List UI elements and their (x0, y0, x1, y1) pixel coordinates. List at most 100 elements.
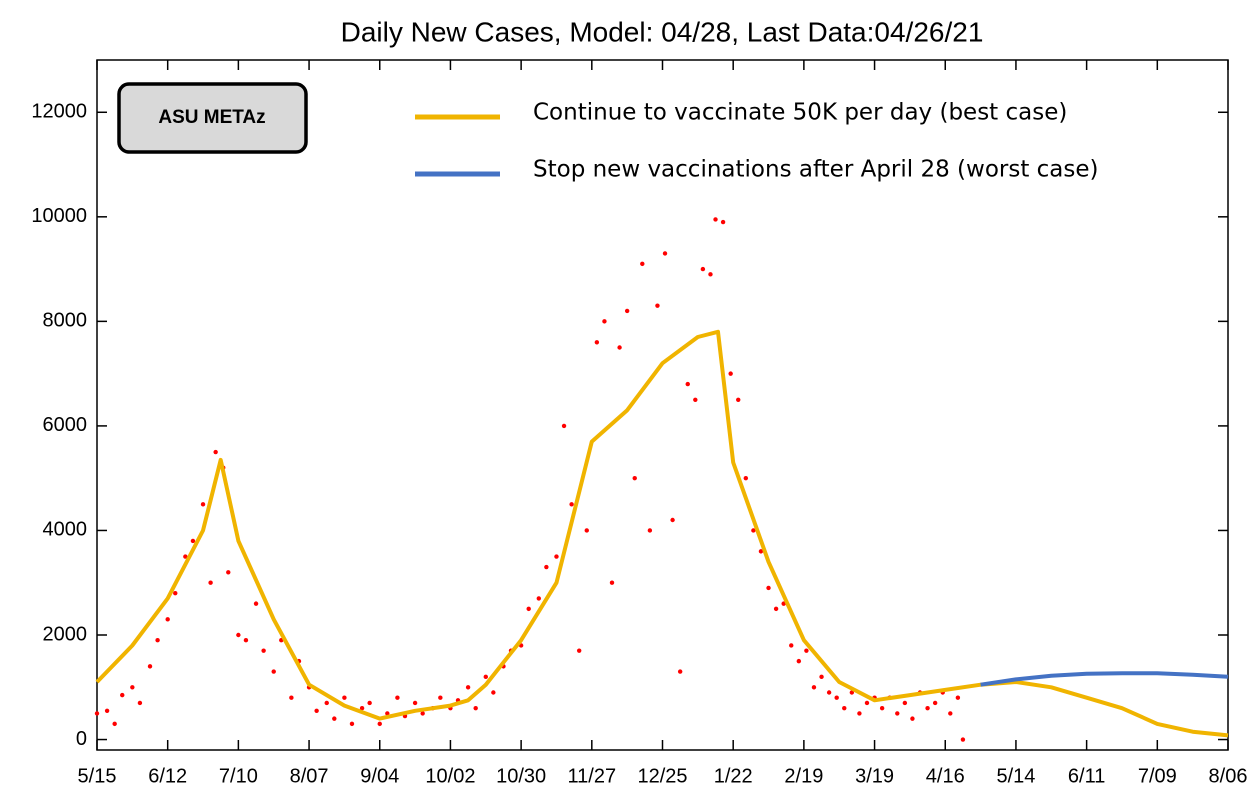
observed-point (213, 449, 218, 455)
observed-point (655, 303, 660, 308)
observed-point (932, 700, 938, 706)
observed-point (617, 345, 622, 350)
observed-point (359, 705, 365, 711)
observed-point (766, 585, 771, 591)
observed-point (483, 674, 488, 680)
observed-point (465, 685, 471, 690)
observed-point (720, 219, 726, 225)
observed-point (895, 711, 900, 716)
observed-point (685, 381, 690, 387)
observed-point (190, 538, 196, 544)
observed-point (594, 340, 600, 345)
observed-point (902, 700, 908, 706)
x-tick-label: 3/19 (855, 765, 894, 787)
x-tick-label: 11/27 (568, 765, 617, 787)
observed-point (236, 632, 241, 638)
observed-point (693, 397, 698, 402)
legend-label: Stop new vaccinations after April 28 (wo… (533, 157, 1099, 183)
x-tick-label: 7/10 (219, 765, 258, 787)
observed-point (700, 266, 706, 272)
observed-point (165, 617, 170, 622)
x-tick-label: 5/14 (996, 765, 1035, 787)
observed-point (173, 590, 178, 596)
observed-point (708, 272, 713, 277)
x-tick-label: 4/16 (926, 765, 965, 787)
observed-point (584, 528, 589, 533)
observed-point (395, 695, 400, 700)
observed-point (602, 319, 607, 324)
y-tick-label: 12000 (31, 101, 87, 123)
observed-point (819, 674, 824, 680)
observed-point (554, 554, 559, 559)
observed-point (226, 570, 231, 575)
observed-point (261, 648, 266, 653)
observed-point (736, 397, 741, 402)
x-tick-label: 5/15 (78, 765, 117, 787)
x-tick-label: 10/02 (425, 765, 475, 787)
observed-point (289, 695, 294, 700)
observed-point (804, 648, 809, 653)
observed-point (569, 502, 574, 507)
y-tick-label: 0 (76, 728, 87, 750)
observed-point (130, 685, 135, 690)
observed-point (849, 690, 855, 695)
x-tick-label: 8/06 (1209, 765, 1248, 787)
observed-point (728, 371, 733, 376)
x-tick-label: 6/12 (148, 765, 187, 787)
observed-point (349, 721, 355, 727)
observed-point (94, 711, 100, 716)
observed-point (314, 708, 319, 713)
observed-point (438, 695, 443, 700)
observed-point (112, 721, 117, 727)
observed-point (576, 648, 582, 653)
y-tick-label: 2000 (43, 623, 88, 645)
observed-point (367, 700, 372, 706)
observed-point (609, 580, 615, 585)
observed-point (751, 528, 756, 533)
observed-point (826, 690, 832, 695)
observed-point (526, 606, 531, 612)
observed-point (743, 475, 749, 481)
x-tick-label: 9/04 (360, 765, 399, 787)
y-tick-label: 4000 (43, 519, 88, 541)
x-tick-label: 10/30 (496, 765, 546, 787)
x-tick-label: 12/25 (637, 765, 687, 787)
observed-point (842, 705, 847, 711)
annotation-box (117, 82, 308, 154)
y-tick-label: 8000 (43, 310, 88, 332)
observed-point (147, 664, 153, 669)
observed-point (948, 711, 953, 716)
observed-point (253, 601, 259, 606)
observed-point (332, 716, 337, 721)
observed-point (377, 721, 382, 727)
observed-point (796, 658, 802, 664)
observed-point (155, 638, 160, 643)
annotation: ASU METAz (158, 107, 265, 128)
observed-point (200, 502, 206, 507)
legend-label: Continue to vaccinate 50K per day (best … (533, 100, 1067, 126)
observed-point (677, 669, 683, 674)
series-line (980, 671, 1229, 687)
observed-point (544, 564, 549, 570)
observed-point (137, 700, 143, 706)
observed-point (624, 308, 630, 314)
observed-point (412, 700, 418, 706)
x-tick-label: 1/22 (714, 765, 753, 787)
observed-point (910, 716, 915, 721)
observed-point (670, 517, 675, 523)
observed-point (120, 692, 125, 698)
observed-point (662, 251, 668, 256)
observed-point (491, 690, 496, 695)
observed-point (864, 700, 870, 706)
observed-point (789, 643, 794, 648)
observed-point (640, 261, 645, 267)
chart-title: Daily New Cases, Model: 04/28, Last Data… (341, 16, 984, 47)
observed-point (342, 695, 347, 700)
x-tick-label: 6/11 (1068, 765, 1105, 787)
observed-point (960, 737, 966, 742)
observed-point (324, 700, 329, 706)
y-tick-label: 6000 (43, 414, 88, 436)
observed-point (647, 528, 653, 533)
